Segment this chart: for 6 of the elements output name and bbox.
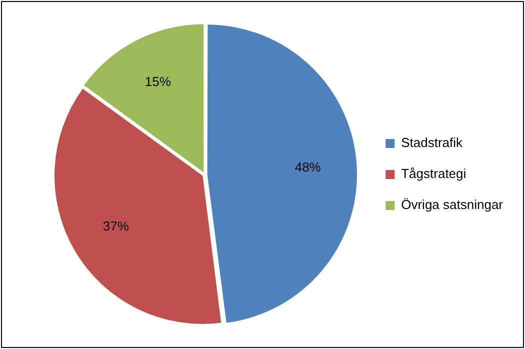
data-label: 48%	[294, 160, 322, 175]
legend-label: Tågstrategi	[401, 166, 466, 182]
legend-label: Övriga satsningar	[401, 197, 504, 212]
data-label: 15%	[144, 74, 172, 90]
data-label: 37%	[102, 218, 130, 234]
legend-label: Stadstrafik	[401, 135, 464, 150]
